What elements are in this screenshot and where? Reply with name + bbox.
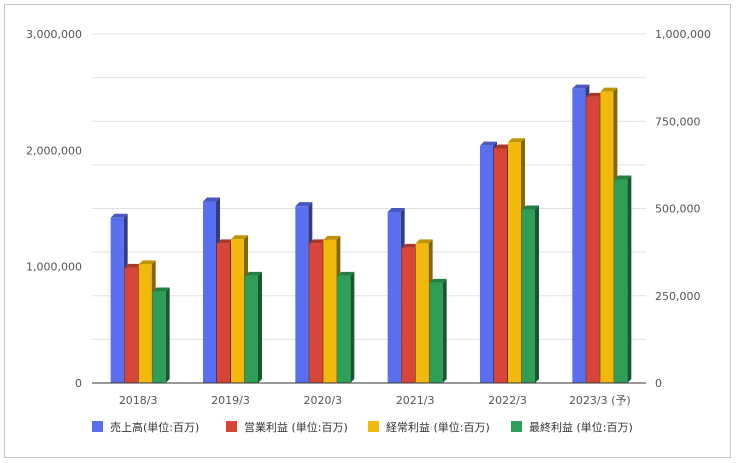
bar: [387, 211, 401, 383]
bar: [124, 267, 138, 383]
bar: [480, 145, 493, 383]
x-axis-tick-label: 2019/3: [211, 394, 250, 407]
bar: [508, 142, 521, 383]
bar: [522, 209, 535, 383]
bar: [586, 96, 600, 383]
left-axis-tick-label: 0: [75, 377, 82, 390]
bar-top: [124, 263, 142, 268]
bar-top: [415, 239, 433, 244]
bar: [401, 247, 415, 383]
bar: [231, 239, 244, 383]
left-axis-tick-label: 3,000,000: [26, 28, 82, 41]
bar-top: [494, 144, 511, 149]
bar: [245, 275, 258, 383]
legend-label: 営業利益 (単位:百万): [244, 420, 348, 434]
right-axis-tick-label: 250,000: [655, 290, 701, 303]
x-axis-tick-label: 2021/3: [396, 394, 435, 407]
right-axis-tick-label: 0: [655, 377, 662, 390]
bar: [614, 179, 628, 383]
x-axis-tick-label: 2023/3 (予): [569, 394, 631, 407]
bar: [572, 88, 586, 383]
x-axis-tick-label: 2018/3: [119, 394, 158, 407]
bar: [429, 282, 443, 383]
bar-top: [508, 138, 525, 143]
bar: [337, 275, 351, 383]
bar: [295, 206, 309, 383]
bar-top: [309, 239, 327, 244]
bar-top: [614, 175, 632, 180]
bar-top: [401, 243, 419, 248]
bar-top: [337, 271, 355, 276]
bar: [415, 243, 429, 383]
bar-top: [295, 202, 313, 207]
bar-top: [138, 260, 156, 265]
right-axis-tick-label: 750,000: [655, 115, 701, 128]
legend-label: 経常利益 (単位:百万): [386, 420, 490, 434]
bar: [138, 264, 152, 383]
legend-swatch: [368, 421, 379, 432]
right-axis-tick-label: 1,000,000: [655, 28, 711, 41]
bar-top: [586, 92, 604, 97]
bar: [152, 291, 166, 383]
legend-swatch: [92, 421, 103, 432]
bar: [323, 239, 337, 383]
bar-top: [323, 235, 341, 240]
x-axis-tick-label: 2022/3: [488, 394, 527, 407]
bar: [217, 243, 230, 383]
bar-top: [387, 207, 405, 212]
bar-top: [480, 141, 497, 146]
legend-swatch: [511, 421, 522, 432]
bar-top: [231, 235, 248, 240]
bar-side: [535, 205, 539, 383]
x-axis-tick-label: 2020/3: [303, 394, 342, 407]
bar-top: [203, 197, 220, 202]
legend-label: 売上高(単位:百万): [110, 420, 199, 434]
bar-side: [350, 271, 355, 383]
bar: [309, 243, 323, 383]
bar-top: [522, 205, 539, 210]
bar: [600, 91, 614, 384]
legend-label: 最終利益 (単位:百万): [529, 420, 633, 434]
bar-side: [258, 271, 262, 383]
bar-top: [217, 239, 234, 244]
bar-side: [627, 175, 632, 383]
bar: [494, 148, 507, 383]
bar-top: [110, 213, 128, 218]
bar-top: [572, 84, 590, 89]
bar-side: [442, 278, 447, 383]
bar-top: [245, 271, 262, 276]
bar: [110, 217, 124, 383]
left-axis-tick-label: 2,000,000: [26, 144, 82, 157]
bar-top: [429, 278, 447, 283]
bar: [203, 201, 216, 383]
bar-top: [600, 87, 618, 92]
right-axis-tick-label: 500,000: [655, 203, 701, 216]
bar-top: [152, 287, 170, 292]
legend-swatch: [226, 421, 237, 432]
bar-side: [165, 287, 170, 383]
left-axis-tick-label: 1,000,000: [26, 261, 82, 274]
